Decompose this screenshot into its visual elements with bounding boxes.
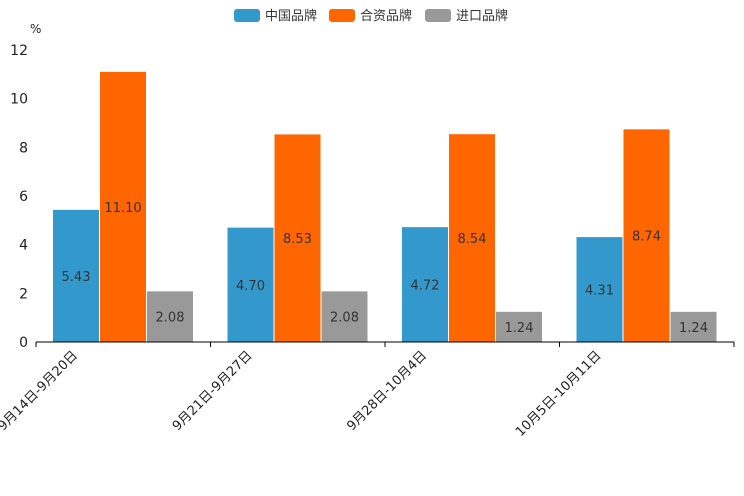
data-label: 4.70 — [236, 279, 265, 294]
bars — [53, 71, 717, 343]
data-labels: 5.43 11.10 2.08 4.70 8.53 2.08 4.72 8.54 1.24 4.3… — [62, 201, 708, 336]
x-tick-label: 9月28日-10月4日 — [344, 348, 430, 434]
x-axis: 9月14日-9月20日 9月21日-9月27日 9月28日-10月4日 10月5日-1… — [0, 342, 735, 440]
bar — [100, 71, 146, 343]
x-tick-label: 9月21日-9月27日 — [170, 348, 256, 434]
y-axis-unit: % — [30, 22, 41, 36]
bar — [496, 311, 542, 342]
y-tick-label: 10 — [10, 92, 28, 108]
y-tick-label: 4 — [19, 238, 28, 254]
legend-swatch — [425, 9, 451, 22]
data-label: 1.24 — [679, 321, 708, 336]
data-label: 11.10 — [104, 201, 141, 216]
bar — [321, 291, 368, 342]
legend-swatch — [234, 9, 260, 22]
y-tick-label: 2 — [19, 286, 28, 302]
bar — [449, 134, 495, 342]
legend-swatch — [329, 9, 355, 22]
y-axis: 0 2 4 6 8 10 12 — [10, 43, 28, 351]
bar — [147, 291, 193, 342]
data-label: 2.08 — [330, 311, 359, 326]
bar — [53, 209, 99, 342]
bar — [670, 311, 717, 342]
data-label: 5.43 — [62, 270, 91, 285]
legend-label: 合资品牌 — [360, 8, 412, 24]
y-tick-label: 8 — [19, 140, 28, 156]
legend-label: 中国品牌 — [265, 8, 317, 24]
y-tick-label: 6 — [19, 189, 28, 205]
data-label: 8.53 — [283, 232, 312, 247]
bar — [227, 227, 274, 342]
data-label: 4.72 — [411, 279, 440, 294]
y-tick-label: 0 — [19, 335, 28, 351]
data-label: 8.54 — [458, 232, 487, 247]
legend-label: 进口品牌 — [456, 8, 508, 24]
data-label: 1.24 — [505, 321, 534, 336]
data-label: 4.31 — [585, 284, 614, 299]
bar — [623, 129, 670, 342]
x-tick-label: 9月14日-9月20日 — [0, 348, 81, 434]
data-label: 8.74 — [632, 230, 661, 245]
legend: 中国品牌 合资品牌 进口品牌 — [234, 8, 508, 24]
y-tick-label: 12 — [10, 43, 28, 59]
data-label: 2.08 — [156, 311, 185, 326]
bar — [274, 134, 321, 342]
x-tick-label: 10月5日-10月11日 — [513, 348, 605, 440]
bar — [402, 227, 448, 342]
bar — [576, 237, 623, 342]
